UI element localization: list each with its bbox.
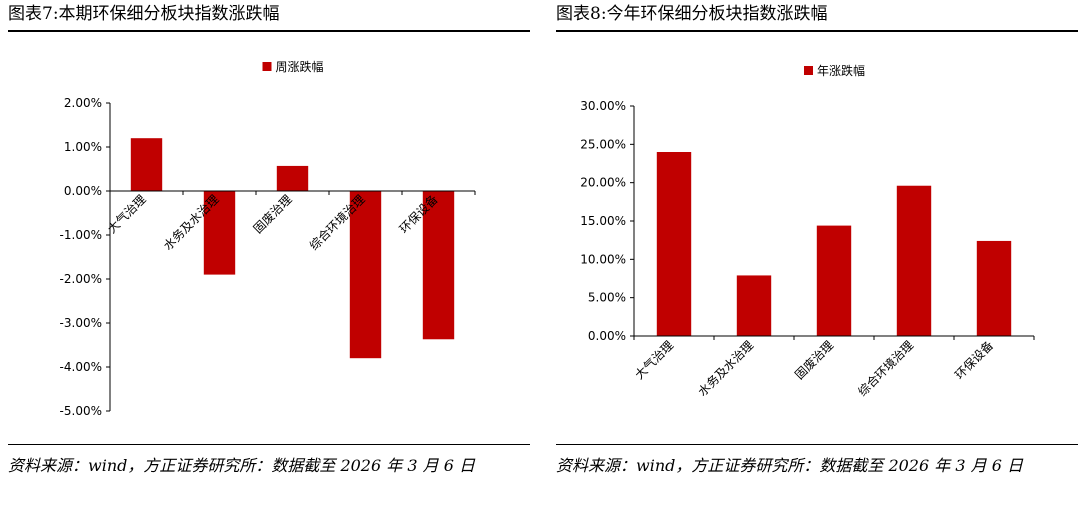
y-tick-label: 5.00% [588,291,626,305]
bar-3 [816,225,852,336]
y-tick-label: 1.00% [64,140,102,154]
figure-panel-ytd: 图表8:今年环保细分板块指数涨跌幅 年涨跌幅 30.00% 25.00% 20.00%… [556,0,1078,507]
y-tick-label: 10.00% [580,252,626,266]
bar-5 [976,240,1012,336]
ytd-change-chart: 年涨跌幅 30.00% 25.00% 20.00% 15.00% 10.00% 5.00% 0… [580,63,1035,400]
bar-4 [896,185,932,336]
y-tick-label: -4.00% [60,360,102,374]
y-tick-label: -5.00% [60,404,102,418]
weekly-change-chart: 周涨跌幅 2.00% 1.00% 0.00% -1.00% -2.00% -3.00% -4.… [60,59,476,418]
y-tick-label: -1.00% [60,228,102,242]
x-category-label: 固废治理 [792,338,837,383]
figure-title: 图表8:今年环保细分板块指数涨跌幅 [556,4,828,24]
y-tick-label: -2.00% [60,272,102,286]
x-category-label: 环保设备 [952,338,996,382]
y-tick-label: -3.00% [60,316,102,330]
y-tick-label: 2.00% [64,96,102,110]
bar-2 [736,275,772,336]
x-axis: 大气治理 水务及水治理 固废治理 综合环境治理 环保设备 [104,190,476,253]
x-category-label: 大气治理 [104,192,149,237]
y-tick-label: 25.00% [580,137,626,151]
bars [130,138,455,359]
legend-label: 年涨跌幅 [817,63,865,78]
x-category-label: 综合环境治理 [855,338,917,400]
y-axis: 2.00% 1.00% 0.00% -1.00% -2.00% -3.00% -4.00% -… [60,96,111,418]
source-note: 资料来源：wind，方正证券研究所：数据截至 2026 年 3 月 6 日 [556,456,1023,475]
bar-3 [276,165,309,191]
top-rule [8,30,530,32]
x-category-label: 水务及水治理 [695,338,757,400]
bars [656,152,1012,336]
y-tick-label: 15.00% [580,214,626,228]
legend: 周涨跌幅 [262,59,324,74]
bar-5 [422,191,455,340]
bottom-rule [8,444,530,445]
bar-1 [656,152,692,336]
legend-label: 周涨跌幅 [276,59,324,74]
y-axis: 30.00% 25.00% 20.00% 15.00% 10.00% 5.00% 0.00% [580,99,635,343]
legend-swatch [262,62,272,71]
top-rule [556,30,1078,32]
y-tick-label: 20.00% [580,176,626,190]
bar-4 [349,191,382,359]
y-tick-label: 30.00% [580,99,626,113]
figure-panel-weekly: 图表7:本期环保细分板块指数涨跌幅 周涨跌幅 2.00% 1.00% 0.00% -1.… [8,0,530,507]
y-tick-label: 0.00% [64,184,102,198]
bottom-rule [556,444,1078,445]
source-note: 资料来源：wind，方正证券研究所：数据截至 2026 年 3 月 6 日 [8,456,475,475]
legend-swatch [804,66,813,75]
x-category-label: 大气治理 [632,338,677,383]
y-tick-label: 0.00% [588,329,626,343]
figure-title: 图表7:本期环保细分板块指数涨跌幅 [8,4,280,24]
legend: 年涨跌幅 [804,63,865,78]
bar-1 [130,138,163,191]
x-category-label: 固废治理 [250,192,295,237]
bar-2 [203,191,236,275]
x-axis: 大气治理 水务及水治理 固废治理 综合环境治理 环保设备 [632,335,1035,400]
